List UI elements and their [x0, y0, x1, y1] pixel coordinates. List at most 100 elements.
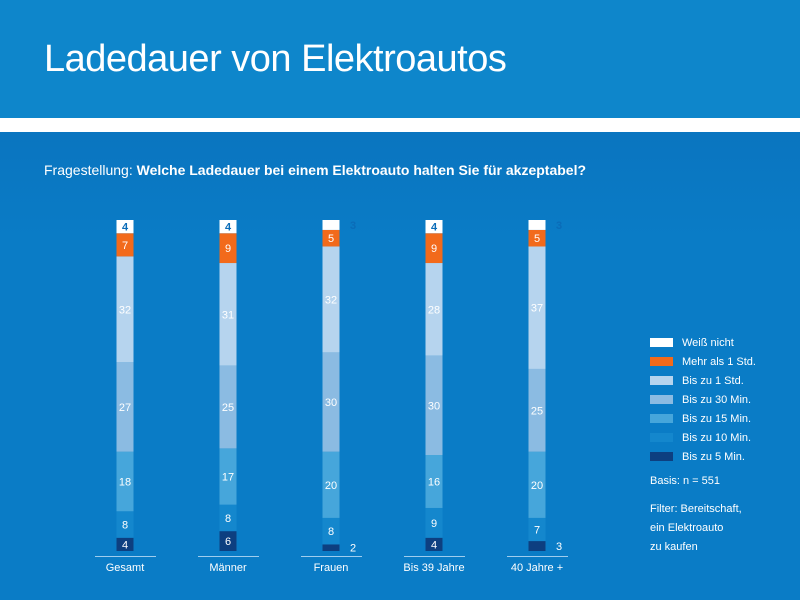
bar-segment — [116, 537, 134, 551]
legend-swatch — [650, 414, 673, 423]
bar-segment — [528, 368, 546, 452]
bar-segment — [528, 451, 546, 518]
bar-segment — [425, 537, 443, 551]
data-label: 18 — [119, 476, 131, 488]
category-label: Frauen — [314, 562, 349, 574]
bar-segment — [528, 517, 546, 542]
legend-label: Bis zu 30 Min. — [682, 393, 752, 406]
question-text: Welche Ladedauer bei einem Elektroauto h… — [136, 162, 587, 178]
legend-item: Bis zu 5 Min. — [650, 447, 756, 466]
legend-swatch — [650, 357, 673, 366]
bar-segment — [322, 451, 340, 518]
data-label: 30 — [325, 397, 337, 409]
category-label: Männer — [209, 562, 247, 574]
legend-swatch — [650, 433, 673, 442]
data-label: 9 — [225, 243, 231, 255]
data-label: 32 — [119, 304, 131, 316]
bar-segment — [116, 362, 134, 452]
data-label: 25 — [222, 402, 234, 414]
bar-segment — [219, 365, 237, 449]
legend-item: Mehr als 1 Std. — [650, 352, 756, 371]
page-title: Ladedauer von Elektroautos — [44, 38, 507, 80]
basis-note: Basis: n = 551 — [650, 475, 721, 487]
bar-segment — [116, 451, 134, 512]
legend-label: Mehr als 1 Std. — [682, 355, 756, 368]
data-label: 3 — [556, 220, 562, 232]
data-label: 25 — [531, 405, 543, 417]
legend: Weiß nicht Mehr als 1 Std. Bis zu 1 Std. Bi… — [650, 333, 756, 466]
legend-swatch — [650, 338, 673, 347]
data-label: 8 — [225, 513, 231, 525]
bar-segment — [528, 220, 546, 230]
bar-segment — [116, 233, 134, 257]
bar-segment — [425, 355, 443, 456]
data-label: 27 — [119, 402, 131, 414]
bar-segment — [322, 220, 340, 230]
legend-swatch — [650, 376, 673, 385]
bar-segment — [425, 220, 443, 234]
data-label: 37 — [531, 303, 543, 315]
data-label: 4 — [225, 222, 232, 234]
bar-segment — [425, 233, 443, 264]
bar-segment — [425, 507, 443, 538]
legend-item: Bis zu 30 Min. — [650, 390, 756, 409]
divider — [0, 118, 800, 132]
legend-swatch — [650, 452, 673, 461]
legend-label: Bis zu 10 Min. — [682, 431, 752, 444]
data-label: 7 — [534, 524, 540, 536]
bar-segment — [116, 256, 134, 363]
legend-item: Bis zu 10 Min. — [650, 428, 756, 447]
data-label: 2 — [350, 543, 356, 555]
bar-segment — [219, 531, 237, 551]
legend-label: Bis zu 5 Min. — [682, 450, 745, 463]
bar-segment — [219, 263, 237, 366]
bar-segment — [425, 263, 443, 356]
category-label: Gesamt — [106, 562, 145, 574]
filter-line: Filter: Bereitschaft, — [650, 503, 742, 515]
bar-segment — [528, 246, 546, 369]
legend-item: Weiß nicht — [650, 333, 756, 352]
bar-segment — [322, 517, 340, 545]
data-label: 16 — [428, 476, 440, 488]
legend-item: Bis zu 1 Std. — [650, 371, 756, 390]
data-label: 4 — [122, 539, 128, 551]
legend-swatch — [650, 395, 673, 404]
data-label: 31 — [222, 309, 234, 321]
bar-segment — [219, 220, 237, 234]
data-label: 8 — [122, 520, 128, 532]
filter-note: Filter: Bereitschaft, ein Elektroauto zu… — [650, 500, 742, 557]
bar-segment — [116, 511, 134, 538]
data-label: 4 — [431, 539, 437, 551]
data-label: 32 — [325, 294, 337, 306]
bar-segment — [322, 229, 340, 247]
bar-segment — [528, 541, 546, 551]
bar-segment — [528, 229, 546, 247]
data-label: 7 — [122, 240, 128, 252]
data-label: 6 — [225, 536, 231, 548]
legend-label: Bis zu 1 Std. — [682, 374, 744, 387]
data-label: 30 — [428, 400, 440, 412]
bar-segment — [425, 455, 443, 508]
data-label: 8 — [328, 526, 334, 538]
data-label: 28 — [428, 304, 440, 316]
bar-segment — [322, 544, 340, 551]
data-label: 4 — [122, 222, 129, 234]
legend-label: Weiß nicht — [682, 336, 734, 349]
data-label: 5 — [534, 233, 540, 245]
bar-segment — [322, 352, 340, 452]
category-label: Bis 39 Jahre — [403, 562, 464, 574]
data-label: 9 — [431, 518, 437, 530]
bar-segment — [219, 448, 237, 505]
legend-label: Bis zu 15 Min. — [682, 412, 752, 425]
bar-segment — [219, 504, 237, 532]
data-label: 3 — [556, 541, 562, 553]
legend-item: Bis zu 15 Min. — [650, 409, 756, 428]
data-label: 20 — [531, 480, 543, 492]
question: Fragestellung: Welche Ladedauer bei eine… — [44, 162, 586, 178]
data-label: 4 — [431, 222, 438, 234]
bar-segment — [116, 220, 134, 234]
question-prefix: Fragestellung: — [44, 162, 137, 178]
data-label: 5 — [328, 233, 334, 245]
category-label: 40 Jahre + — [511, 562, 563, 574]
